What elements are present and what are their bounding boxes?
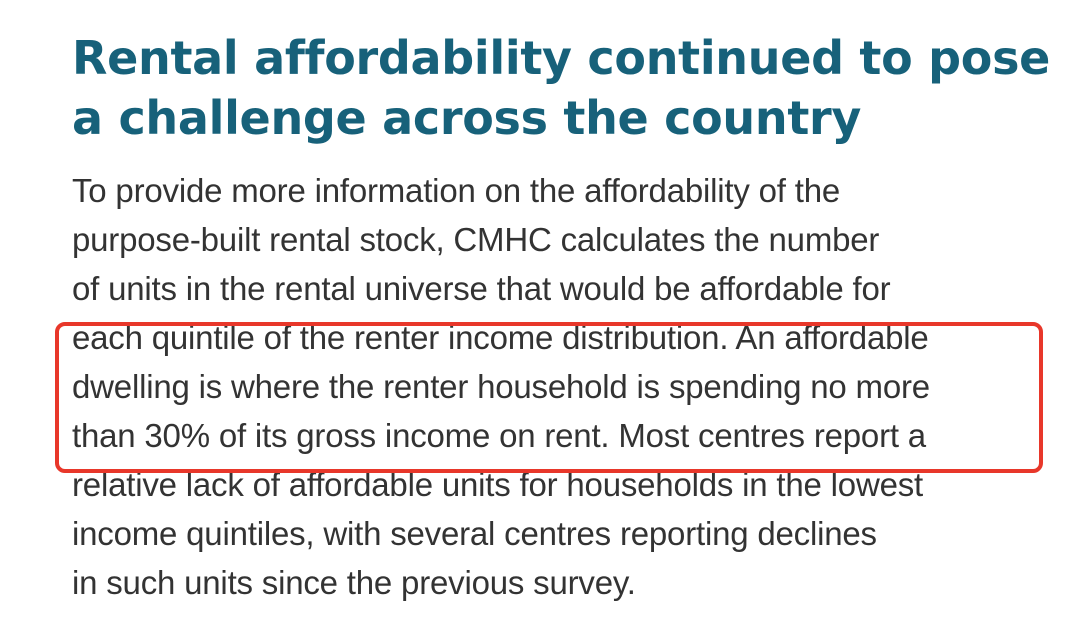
paragraph-line: To provide more information on the affor…: [72, 172, 840, 209]
section-heading: Rental affordability continued to pose a…: [72, 28, 1052, 148]
paragraph-line: than 30% of its gross income on rent. Mo…: [72, 417, 926, 454]
paragraph-line: of units in the rental universe that wou…: [72, 270, 891, 307]
paragraph-line: dwelling is where the renter household i…: [72, 368, 930, 405]
heading-line: a challenge across the country: [72, 91, 862, 145]
paragraph-line: relative lack of affordable units for ho…: [72, 466, 923, 503]
paragraph-line: in such units since the previous survey.: [72, 564, 636, 601]
body-paragraph: To provide more information on the affor…: [72, 166, 1062, 607]
heading-line: Rental affordability continued to pose: [72, 31, 1051, 85]
paragraph-line: income quintiles, with several centres r…: [72, 515, 877, 552]
paragraph-line: each quintile of the renter income distr…: [72, 319, 929, 356]
paragraph-line: purpose-built rental stock, CMHC calcula…: [72, 221, 880, 258]
